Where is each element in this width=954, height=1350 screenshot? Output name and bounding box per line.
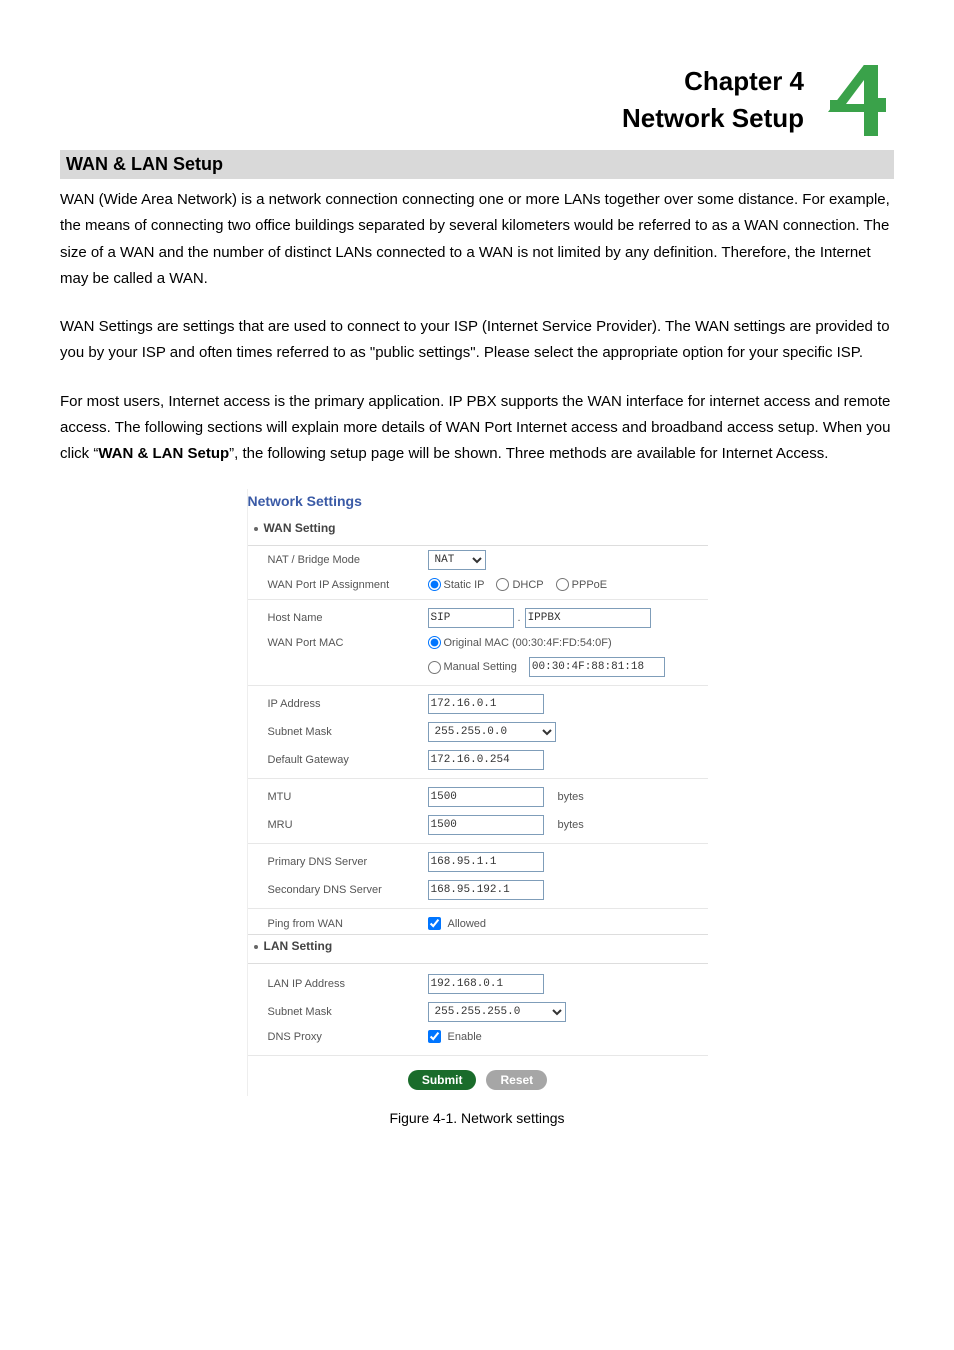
primary-dns-input[interactable] (428, 852, 544, 872)
host-name-b-input[interactable] (525, 608, 651, 628)
mru-input[interactable] (428, 815, 544, 835)
paragraph-2: WAN Settings are settings that are used … (60, 314, 894, 367)
label-host-name: Host Name (268, 612, 428, 624)
nat-bridge-select[interactable]: NAT (428, 550, 486, 570)
label-nat-bridge: NAT / Bridge Mode (268, 554, 428, 566)
radio-manual-mac[interactable] (428, 661, 441, 674)
label-mru: MRU (268, 819, 428, 831)
mtu-input[interactable] (428, 787, 544, 807)
label-wan-ip-assign: WAN Port IP Assignment (268, 579, 428, 591)
label-mtu: MTU (268, 791, 428, 803)
chapter-subtitle: Network Setup (622, 103, 804, 134)
radio-original-mac[interactable] (428, 636, 441, 649)
reset-button[interactable]: Reset (486, 1070, 547, 1090)
lan-subnet-select[interactable]: 255.255.255.0 (428, 1002, 566, 1022)
label-dns-proxy: DNS Proxy (268, 1031, 428, 1043)
label-lan-ip: LAN IP Address (268, 978, 428, 990)
gateway-input[interactable] (428, 750, 544, 770)
subnet-select[interactable]: 255.255.0.0 (428, 722, 556, 742)
label-lan-subnet: Subnet Mask (268, 1006, 428, 1018)
chapter-number-icon (814, 60, 894, 140)
secondary-dns-input[interactable] (428, 880, 544, 900)
paragraph-1: WAN (Wide Area Network) is a network con… (60, 187, 894, 292)
manual-mac-input[interactable] (529, 657, 665, 677)
label-pri-dns: Primary DNS Server (268, 856, 428, 868)
label-ip-address: IP Address (268, 698, 428, 710)
chapter-header: Chapter 4 Network Setup (60, 60, 894, 140)
ip-address-input[interactable] (428, 694, 544, 714)
label-gateway: Default Gateway (268, 754, 428, 766)
label-wan-mac: WAN Port MAC (268, 637, 428, 649)
host-name-dot: . (518, 612, 521, 624)
radio-dhcp[interactable] (496, 578, 509, 591)
figure-caption: Figure 4-1. Network settings (60, 1110, 894, 1126)
wan-setting-heading: WAN Setting (248, 517, 708, 546)
figure-title: Network Settings (248, 489, 708, 517)
paragraph-3-bold: WAN & LAN Setup (98, 445, 229, 462)
chapter-title: Chapter 4 (622, 66, 804, 97)
radio-static-ip[interactable] (428, 578, 441, 591)
submit-button[interactable]: Submit (408, 1070, 477, 1090)
lan-ip-input[interactable] (428, 974, 544, 994)
ping-wan-checkbox[interactable] (428, 917, 441, 930)
network-settings-figure: Network Settings WAN Setting NAT / Bridg… (247, 489, 708, 1096)
mru-unit: bytes (558, 819, 584, 831)
host-name-a-input[interactable] (428, 608, 514, 628)
mtu-unit: bytes (558, 791, 584, 803)
label-sec-dns: Secondary DNS Server (268, 884, 428, 896)
label-subnet: Subnet Mask (268, 726, 428, 738)
section-heading: WAN & LAN Setup (60, 150, 894, 179)
label-ping-wan: Ping from WAN (268, 918, 428, 930)
radio-pppoe[interactable] (556, 578, 569, 591)
dns-proxy-checkbox[interactable] (428, 1030, 441, 1043)
paragraph-3: For most users, Internet access is the p… (60, 389, 894, 468)
lan-setting-heading: LAN Setting (248, 934, 708, 964)
paragraph-3c: ”, the following setup page will be show… (229, 445, 828, 462)
